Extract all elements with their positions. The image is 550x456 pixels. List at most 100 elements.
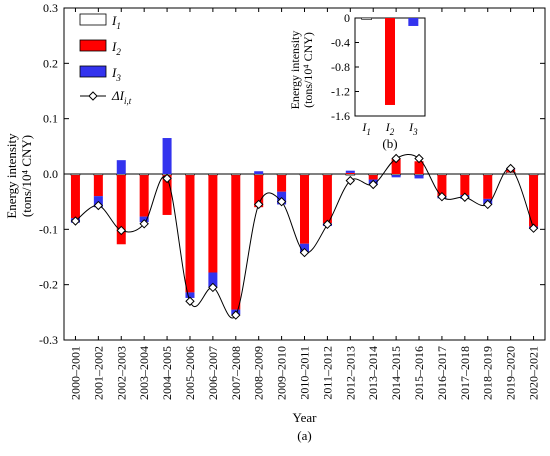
legend-label-i3-sub: 3	[115, 73, 121, 83]
bar-i1	[139, 173, 149, 176]
delta-point	[437, 191, 447, 202]
legend-line-marker	[88, 91, 98, 101]
legend-label-delta-sub: i,t	[124, 96, 132, 106]
x-tick-label: 2000–2001	[68, 346, 82, 400]
legend-label-i3: I3	[111, 65, 121, 83]
delta-point	[116, 225, 126, 236]
bar-i2	[483, 175, 493, 199]
x-tick-label: 2013–2014	[366, 346, 380, 400]
bar-i1	[70, 173, 81, 176]
bar-i2	[322, 175, 332, 224]
x-tick-label: 2015–2016	[412, 346, 426, 400]
bar-i1	[93, 173, 104, 176]
delta-point	[208, 282, 218, 293]
legend-label-i2-base: I	[111, 39, 117, 54]
x-tick-label: 2005–2006	[183, 346, 197, 400]
bar-i1	[208, 173, 218, 176]
bar-i2	[460, 175, 470, 196]
legend-label-i1-sub: 1	[116, 21, 121, 31]
delta-point	[368, 179, 378, 190]
bar-i2	[139, 175, 149, 217]
bar-i1	[482, 173, 493, 176]
y-tick-label: -0.3	[39, 333, 58, 347]
y-tick-label: -0.2	[39, 278, 58, 292]
inset-y-tick-label: 0	[344, 11, 350, 25]
inset-y-tick-label: -1.2	[331, 85, 350, 99]
bar-i2	[231, 175, 241, 310]
x-axis-title: Year	[293, 410, 318, 425]
x-tick-label: 2012–2013	[343, 346, 357, 400]
legend-label-i2: I2	[111, 39, 121, 57]
inset-y-axis-title-line2: (tons/10⁴ CNY)	[301, 32, 315, 108]
bar-i3	[162, 138, 172, 174]
bar-i2	[116, 175, 126, 245]
y-axis-title-line1: Energy intensity	[4, 133, 19, 219]
x-tick-label: 2007–2008	[229, 346, 243, 400]
bar-i2	[70, 175, 80, 219]
x-tick-label: 2019–2020	[504, 346, 518, 400]
delta-point	[139, 219, 149, 229]
bar-i2	[300, 175, 309, 244]
y-axis-title: Energy intensity(tons/10⁴ CNY)	[4, 133, 34, 219]
bar-i3	[391, 175, 401, 178]
inset-bar-1	[361, 17, 372, 20]
bar-i1	[276, 173, 287, 176]
delta-point	[299, 247, 310, 258]
bar-i2	[529, 175, 539, 227]
legend-swatch-i1	[79, 13, 107, 26]
bar-i1	[253, 173, 264, 176]
delta-point	[391, 153, 401, 164]
inset-y-axis-title: Energy intensity(tons/10⁴ CNY)	[288, 31, 315, 110]
inset-bar-2	[385, 18, 395, 105]
delta-point	[505, 163, 516, 174]
inset-x-tick-label-base: I	[385, 120, 391, 134]
x-tick-label: 2008–2009	[252, 346, 266, 400]
bar-i2	[254, 175, 264, 208]
delta-point	[345, 175, 356, 186]
inset-x-tick-label-sub: 3	[412, 127, 418, 137]
x-tick-label: 2010–2011	[298, 346, 312, 400]
delta-point	[93, 200, 104, 211]
bar-i3	[116, 160, 126, 174]
bar-i3	[254, 171, 264, 174]
x-tick-label: 2009–2010	[275, 346, 289, 400]
inset-x-tick-label-sub: 2	[390, 127, 395, 137]
delta-line	[75, 153, 535, 319]
inset-x-tick-label-base: I	[408, 120, 414, 134]
legend-label-i1: I1	[111, 13, 121, 31]
inset-y-tick-label: -1.6	[331, 109, 350, 123]
bar-i1	[528, 173, 539, 176]
delta-point	[185, 296, 195, 306]
delta-point	[322, 219, 333, 230]
x-tick-label: 2018–2019	[481, 346, 495, 400]
x-tick-label: 2017–2018	[458, 346, 472, 400]
delta-point	[483, 199, 493, 210]
inset-y-tick-label: -0.8	[331, 60, 350, 74]
bar-i2	[93, 175, 103, 197]
bar-i3	[345, 170, 355, 173]
bar-i2	[208, 175, 218, 273]
x-tick-label: 2003–2004	[137, 346, 151, 400]
x-tick-label: 2020–2021	[527, 346, 541, 400]
inset-x-tick-label-sub: 1	[366, 127, 371, 137]
delta-point	[414, 153, 424, 164]
bar-i1	[368, 173, 379, 176]
bar-i2	[368, 175, 378, 180]
bar-i3	[414, 175, 424, 179]
inset-x-tick-label: I2	[385, 120, 395, 137]
x-tick-label: 2016–2017	[435, 346, 449, 400]
delta-point	[528, 223, 539, 233]
y-axis-title-line2: (tons/10⁴ CNY)	[19, 135, 34, 217]
legend-label-i2-sub: 2	[116, 47, 121, 57]
delta-point	[70, 216, 81, 226]
inset-y-tick-label: -0.4	[331, 36, 350, 50]
x-tick-label: 2002–2003	[114, 346, 128, 400]
legend-label-delta: ΔIi,t	[111, 88, 132, 106]
inset-bar-3	[408, 18, 419, 26]
delta-point	[460, 192, 470, 202]
bar-i2	[162, 175, 172, 215]
x-tick-label: 2006–2007	[206, 346, 220, 400]
